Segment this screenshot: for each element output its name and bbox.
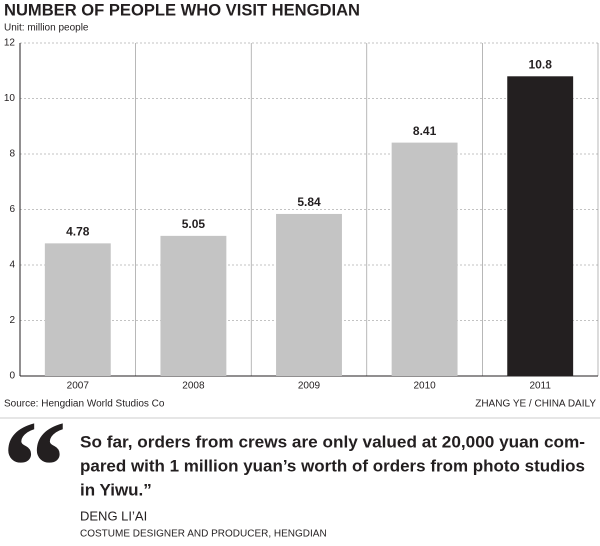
speaker: DENG LI’AI xyxy=(80,508,147,523)
quote-line: So far, orders from crews are only value… xyxy=(80,432,585,451)
y-tick-label: 8 xyxy=(9,149,15,160)
x-tick-label: 2011 xyxy=(529,381,551,392)
bar xyxy=(160,235,227,376)
bar xyxy=(507,76,574,377)
y-tick-label: 12 xyxy=(4,38,16,49)
value-label: 5.84 xyxy=(297,195,321,209)
value-label: 4.78 xyxy=(66,225,90,239)
value-label: 10.8 xyxy=(529,57,553,71)
y-tick-label: 4 xyxy=(9,260,15,271)
y-tick-label: 6 xyxy=(9,204,15,215)
bar xyxy=(44,243,111,376)
x-tick-label: 2010 xyxy=(413,381,436,392)
credit: ZHANG YE / CHINA DAILY xyxy=(475,399,596,410)
bar xyxy=(391,142,458,376)
source: Source: Hengdian World Studios Co xyxy=(4,399,165,410)
x-tick-label: 2007 xyxy=(67,381,90,392)
y-tick-label: 10 xyxy=(4,93,16,104)
x-tick-label: 2008 xyxy=(182,381,205,392)
bar xyxy=(276,213,342,376)
value-label: 5.05 xyxy=(182,217,206,231)
chart-subtitle: Unit: million people xyxy=(4,23,89,34)
y-tick-label: 2 xyxy=(9,315,15,326)
quote-line: pared with 1 million yuan’s worth of ord… xyxy=(80,456,585,475)
chart-title: NUMBER OF PEOPLE WHO VISIT HENGDIAN xyxy=(4,0,360,19)
value-label: 8.41 xyxy=(413,124,437,138)
y-tick-label: 0 xyxy=(9,371,15,382)
speaker-role: COSTUME DESIGNER AND PRODUCER, HENGDIAN xyxy=(80,529,327,540)
quote-mark: “ xyxy=(2,395,67,539)
quote-line: in Yiwu.” xyxy=(80,480,152,499)
x-tick-label: 2009 xyxy=(298,381,321,392)
